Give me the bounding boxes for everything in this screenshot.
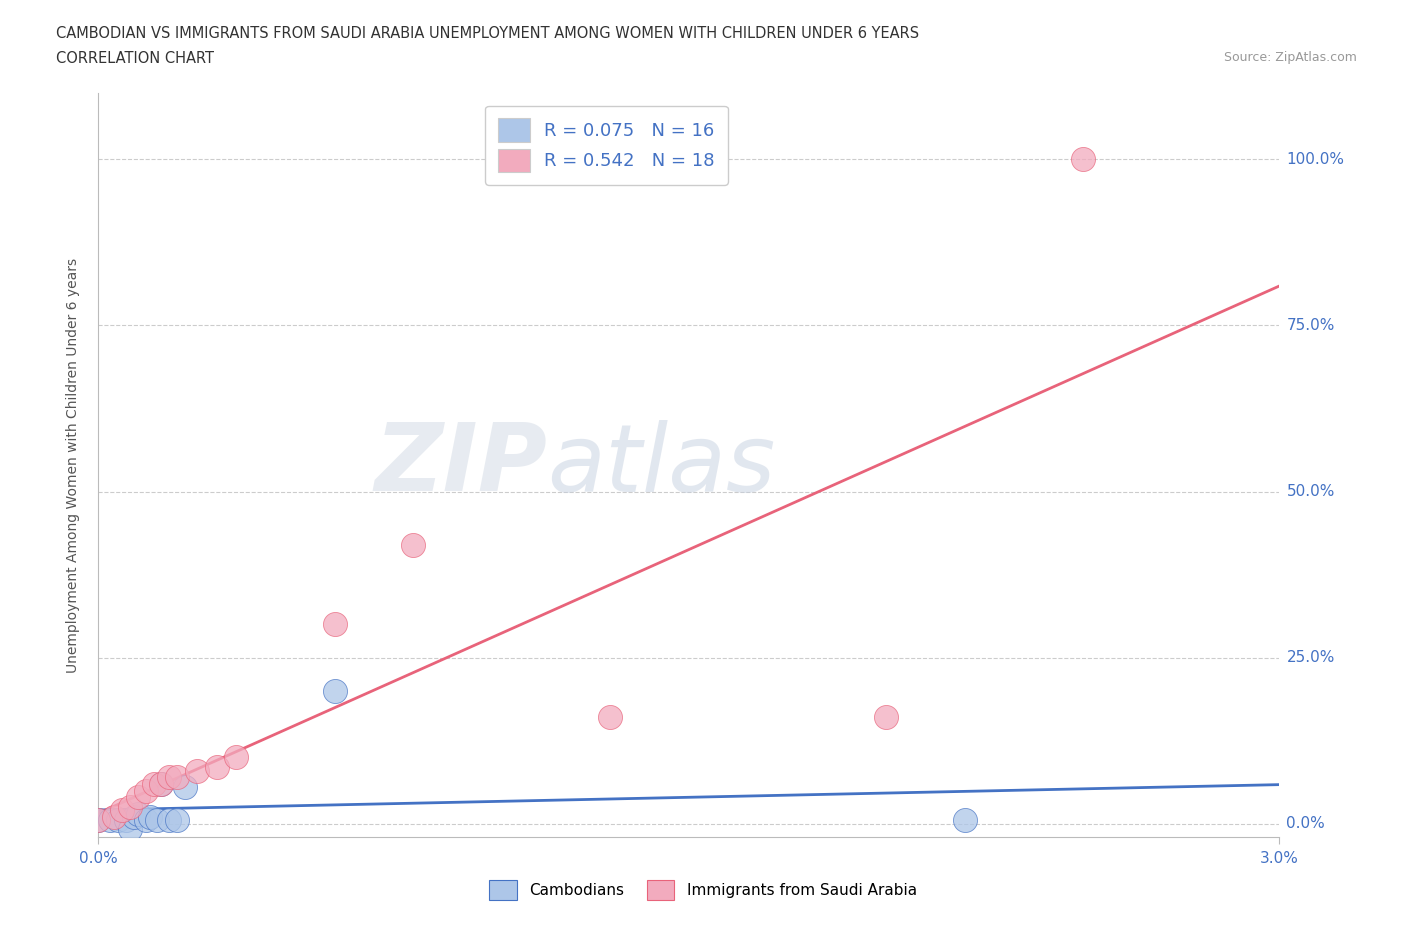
Point [127, 790, 149, 804]
Point [135, 783, 157, 798]
Point [115, 813, 138, 828]
Y-axis label: Unemployment Among Women with Children Under 6 years: Unemployment Among Women with Children U… [66, 258, 80, 672]
Point [323, 617, 346, 631]
Text: ZIP: ZIP [374, 419, 547, 511]
Point [323, 684, 346, 698]
Point [87, 813, 110, 828]
Point [118, 800, 141, 815]
Point [157, 813, 180, 828]
Text: 75.0%: 75.0% [1286, 318, 1334, 333]
Point [127, 806, 149, 821]
Point [402, 538, 425, 552]
Point [174, 779, 197, 794]
Point [87, 813, 110, 828]
Point [118, 821, 141, 836]
Text: 25.0%: 25.0% [1286, 650, 1334, 665]
Text: 50.0%: 50.0% [1286, 485, 1334, 499]
Point [146, 813, 169, 828]
Point [953, 813, 976, 828]
Point [150, 777, 173, 791]
Point [1071, 152, 1094, 166]
Point [103, 810, 125, 825]
Text: atlas: atlas [547, 419, 776, 511]
Text: CORRELATION CHART: CORRELATION CHART [56, 51, 214, 66]
Point [186, 764, 208, 778]
Text: CAMBODIAN VS IMMIGRANTS FROM SAUDI ARABIA UNEMPLOYMENT AMONG WOMEN WITH CHILDREN: CAMBODIAN VS IMMIGRANTS FROM SAUDI ARABI… [56, 26, 920, 41]
Point [150, 777, 173, 791]
Point [225, 750, 247, 764]
Point [166, 813, 188, 828]
Point [166, 770, 188, 785]
Text: 0.0%: 0.0% [1286, 817, 1326, 831]
Point [107, 813, 129, 828]
Text: 100.0%: 100.0% [1286, 152, 1344, 166]
Point [875, 710, 897, 724]
Point [138, 810, 160, 825]
Point [157, 770, 180, 785]
Point [135, 813, 157, 828]
Point [599, 710, 621, 724]
Legend: Cambodians, Immigrants from Saudi Arabia: Cambodians, Immigrants from Saudi Arabia [484, 874, 922, 906]
Text: Source: ZipAtlas.com: Source: ZipAtlas.com [1223, 51, 1357, 64]
Point [98, 813, 121, 828]
Point [205, 760, 228, 775]
Point [122, 810, 145, 825]
Point [111, 803, 134, 817]
Point [142, 777, 165, 791]
Legend: R = 0.075   N = 16, R = 0.542   N = 18: R = 0.075 N = 16, R = 0.542 N = 18 [485, 106, 728, 185]
